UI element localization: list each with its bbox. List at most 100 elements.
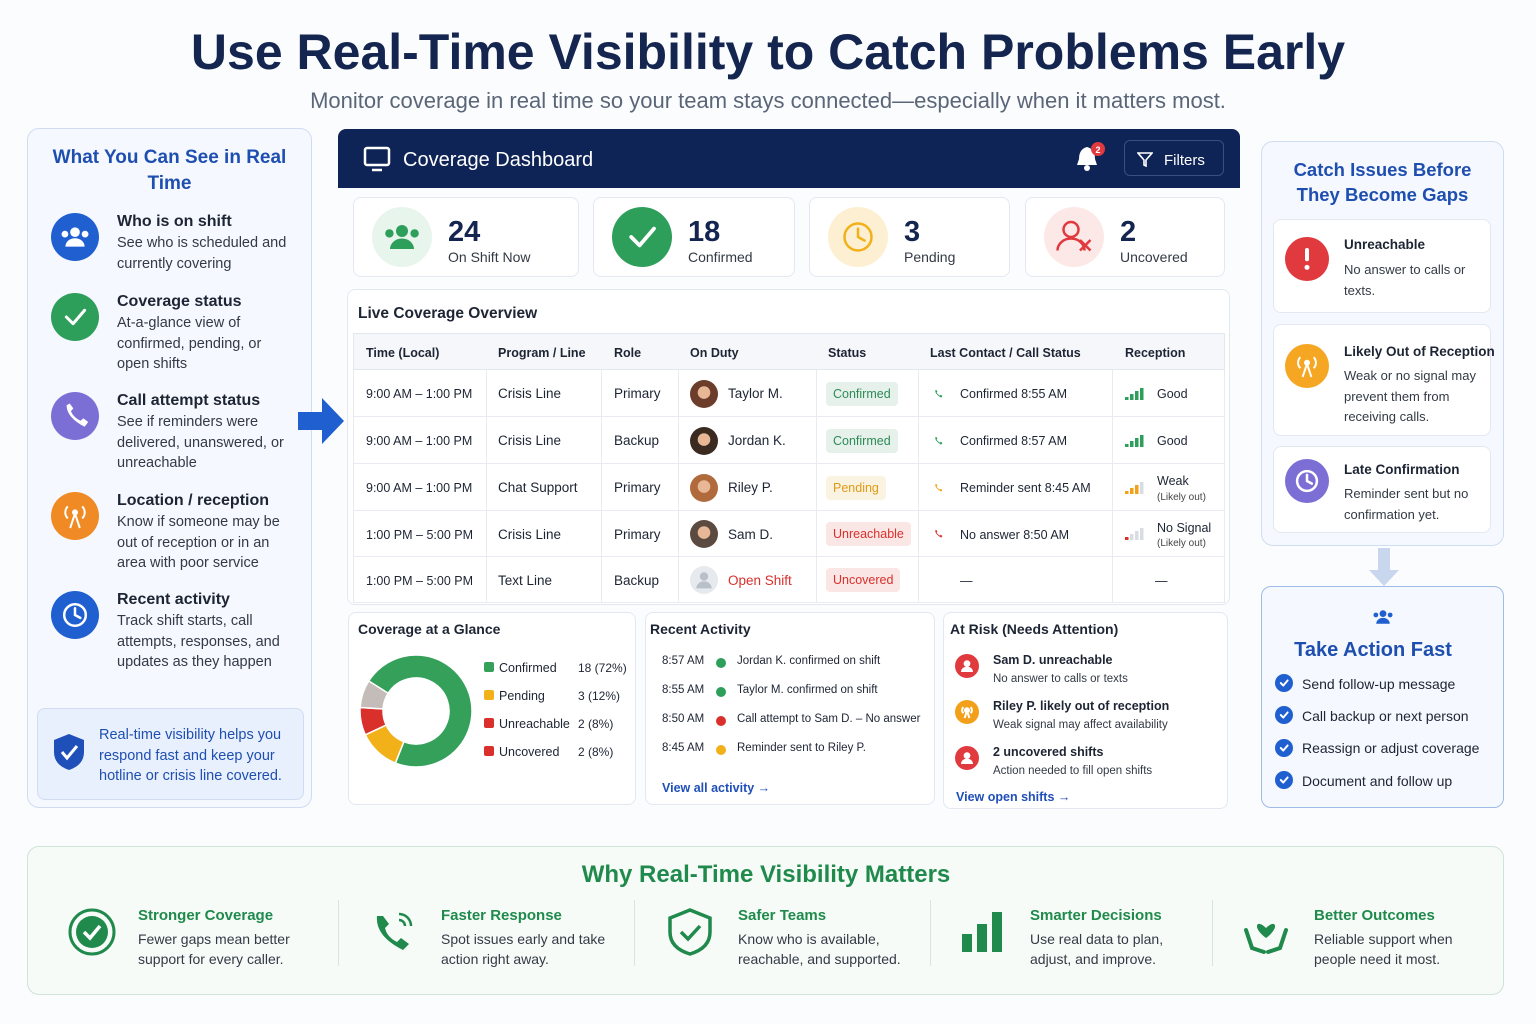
icon-shape (72, 509, 78, 516)
icon-shape (1379, 610, 1387, 617)
activity-panel (645, 612, 935, 805)
issue-icon (1285, 344, 1329, 388)
activity-link[interactable]: View all activity → (662, 780, 771, 795)
risk-icon (955, 654, 979, 678)
cell-contact: No answer 8:50 AM (960, 527, 1070, 542)
notification-badge (1091, 142, 1105, 156)
icon-shape (1275, 674, 1293, 692)
cell-program: Chat Support (498, 480, 578, 496)
activity-time: 8:57 AM (662, 655, 705, 668)
icon-shape (1125, 528, 1144, 540)
icon-shape (716, 716, 726, 726)
bottom-title: Why Real-Time Visibility Matters (581, 860, 951, 888)
cell-divider (1112, 557, 1113, 603)
icon-shape (679, 924, 702, 942)
reception-note: (Likely out) (1157, 491, 1206, 503)
icon-shape (398, 912, 413, 927)
legend-swatch (484, 662, 494, 672)
icon-shape (696, 581, 712, 589)
cell-divider (1112, 464, 1113, 511)
shield-icon (52, 732, 86, 772)
icon-shape (51, 293, 99, 341)
cell-divider (1112, 511, 1113, 557)
icon-shape (612, 207, 672, 267)
cell-divider (678, 511, 679, 557)
status-pill: Confirmed (826, 428, 898, 453)
activity-text: Taylor M. confirmed on shift (737, 684, 878, 697)
icon-shape (51, 293, 99, 341)
signal-icon (1125, 528, 1147, 541)
icon-shape (612, 207, 672, 267)
cell-divider (601, 417, 602, 464)
icon-shape (1373, 610, 1393, 624)
legend-swatch (484, 690, 494, 700)
stat-value: 24 (448, 215, 481, 248)
cell-divider (816, 417, 817, 464)
icon-shape (363, 146, 391, 167)
legend-label: Uncovered (499, 744, 560, 759)
icon-shape (716, 687, 726, 697)
monitor-icon (363, 145, 391, 173)
cell-time: 1:00 PM – 5:00 PM (366, 573, 474, 588)
icon-shape (1305, 248, 1309, 262)
icon-shape (1062, 220, 1080, 239)
avatar (690, 379, 718, 408)
icon-shape (1140, 528, 1144, 540)
activity-dot (716, 742, 726, 755)
icon-shape (376, 912, 413, 950)
table-title: Live Coverage Overview (358, 304, 538, 322)
activity-time: 8:55 AM (662, 684, 705, 697)
cell-divider (816, 557, 817, 603)
cell-name: Riley P. (728, 480, 773, 496)
icon-shape (1297, 356, 1317, 369)
cell-divider (918, 464, 919, 511)
reception-note: (Likely out) (1157, 538, 1206, 549)
down-arrow (1369, 548, 1399, 586)
feature-title: Recent activity (117, 591, 230, 609)
icon-shape (690, 473, 718, 502)
cell-divider (1112, 370, 1113, 417)
legend-value: 2 (8%) (578, 716, 614, 731)
cell-divider (486, 370, 487, 417)
action-icon (1366, 600, 1400, 626)
stat-icon (828, 207, 888, 267)
chart-title: Coverage at a Glance (358, 620, 501, 637)
icon-shape (1275, 706, 1293, 725)
icon-shape (1304, 359, 1310, 366)
icon-shape (1079, 239, 1092, 252)
icon-shape (68, 908, 116, 956)
issue-title: Likely Out of Reception (1344, 343, 1495, 359)
benefit-title: Smarter Decisions (1030, 907, 1162, 924)
risk-item-text: Action needed to fill open shifts (993, 765, 1153, 778)
issue-text: No answer to calls or texts. (1344, 262, 1466, 298)
icon-shape (1140, 387, 1144, 400)
risk-icon (955, 700, 979, 724)
icon-shape (935, 389, 943, 398)
cell-program: Crisis Line (498, 526, 562, 542)
icon-shape (935, 529, 943, 538)
feature-text: See who is scheduled and currently cover… (117, 235, 287, 272)
cell-name: Sam D. (728, 526, 774, 542)
cell-contact: Confirmed 8:57 AM (960, 434, 1067, 448)
filters-button[interactable] (1124, 140, 1224, 176)
icon-shape (65, 238, 85, 247)
column-header: Last Contact / Call Status (930, 345, 1081, 360)
activity-text: Reminder sent to Riley P. (737, 742, 866, 755)
icon-shape (955, 746, 979, 770)
feature-text: At-a-glance view of confirmed, pending, … (117, 315, 262, 373)
benefit-title: Stronger Coverage (138, 907, 274, 924)
left-panel-title: What You Can See in Real Time (52, 146, 287, 195)
stat-value: 18 (688, 215, 721, 248)
phone-icon (930, 386, 946, 402)
benefit-text: Reliable support when people need it mos… (1314, 930, 1453, 967)
icon-shape (961, 758, 973, 764)
risk-link[interactable]: View open shifts → (956, 789, 1071, 804)
cell-contact: Confirmed 8:55 AM (960, 387, 1067, 401)
activity-text: Jordan K. confirmed on shift (737, 655, 881, 668)
icon-shape (856, 227, 866, 242)
stat-value: 2 (1120, 215, 1137, 248)
icon-shape (699, 572, 709, 581)
icon-shape (716, 658, 726, 668)
benefit-text: Fewer gaps mean better support for every… (138, 930, 290, 967)
column-header: On Duty (690, 345, 739, 360)
